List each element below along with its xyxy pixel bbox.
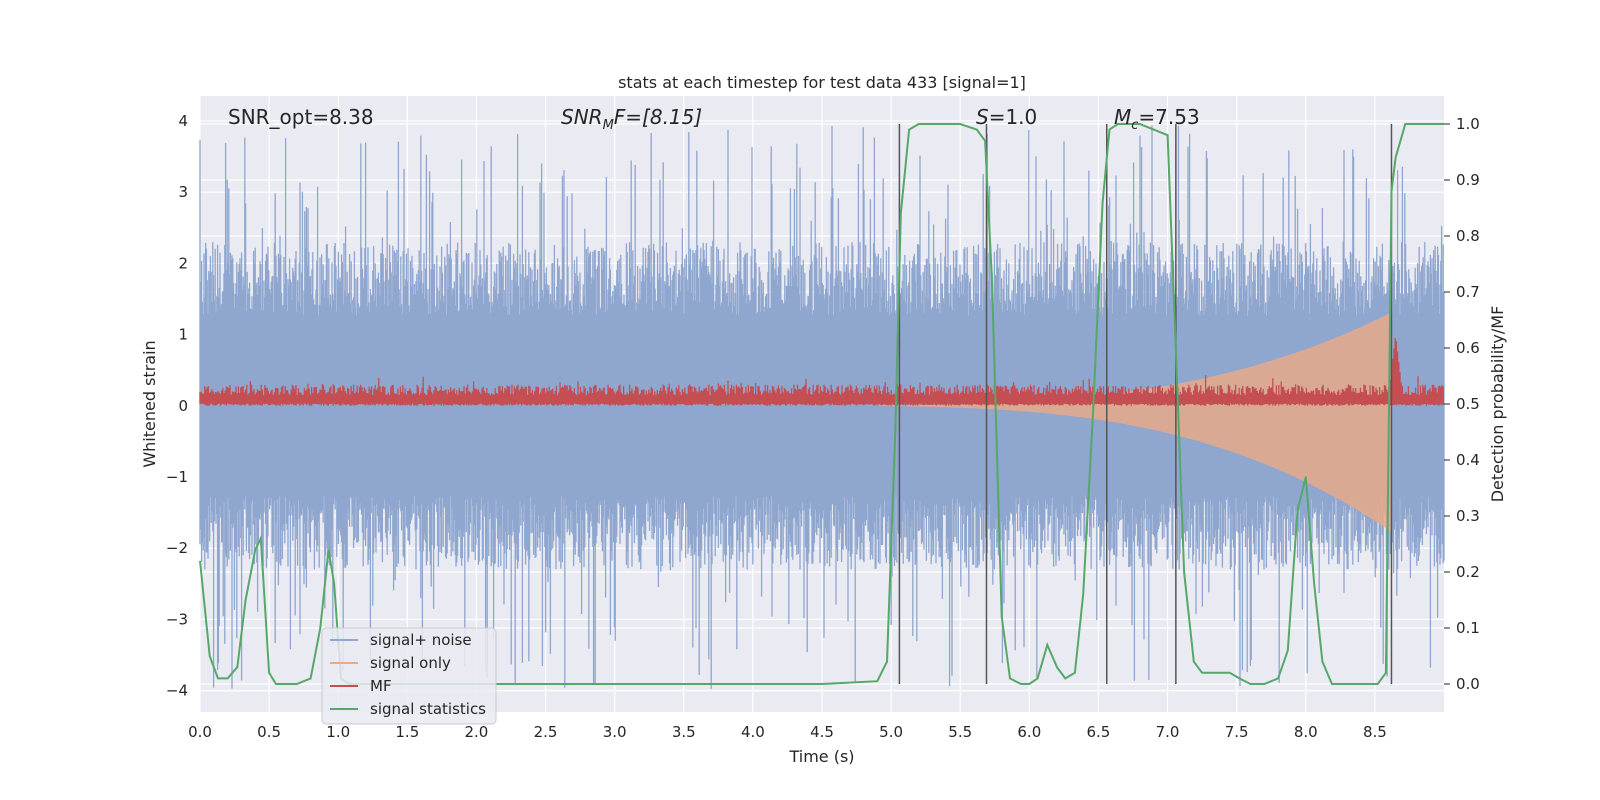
right-tick-label: 0.2 <box>1456 563 1480 581</box>
series-mf <box>199 338 1444 406</box>
right-tick-label: 0.8 <box>1456 227 1480 245</box>
right-tick-label: 0.3 <box>1456 507 1480 525</box>
legend-label-signal-only: signal only <box>370 654 451 672</box>
left-tick-label: −1 <box>166 468 188 486</box>
legend-box <box>321 627 497 725</box>
left-tick-label: 2 <box>178 254 188 272</box>
right-tick-label: 0.4 <box>1456 451 1480 469</box>
x-tick-label: 6.5 <box>1087 723 1111 741</box>
x-tick-label: 3.0 <box>603 723 627 741</box>
snr-opt-annotation: SNR_opt=8.38 <box>228 105 374 129</box>
right-axis-label: Detection probability/MF <box>1488 306 1507 503</box>
right-tick-label: 0.5 <box>1456 395 1480 413</box>
legend-label-signal-noise: signal+ noise <box>370 631 472 649</box>
legend-label-signal-statistics: signal statistics <box>370 700 486 718</box>
series-signal-only <box>854 312 1392 532</box>
x-tick-label: 2.5 <box>534 723 558 741</box>
x-tick-label: 0.5 <box>257 723 281 741</box>
left-tick-label: 1 <box>178 326 188 344</box>
x-tick-label: 4.0 <box>741 723 765 741</box>
left-tick-label: 0 <box>178 397 188 415</box>
series-signal-statistics <box>199 123 1444 685</box>
snr-mf-annotation: SNRMF=[8.15] <box>561 105 702 133</box>
x-tick-label: 5.5 <box>948 723 972 741</box>
left-axis-ticks: 4 3 2 1 0 −1 −2 −3 −4 <box>166 112 188 700</box>
right-tick-label: 1.0 <box>1456 115 1480 133</box>
left-axis-label: Whitened strain <box>140 340 159 467</box>
left-tick-label: 3 <box>178 183 188 201</box>
x-tick-label: 8.5 <box>1363 723 1387 741</box>
x-tick-label: 4.5 <box>810 723 834 741</box>
mc-annotation: Mc=7.53 <box>1114 105 1200 133</box>
x-axis-label: Time (s) <box>788 747 854 766</box>
x-tick-label: 7.0 <box>1156 723 1180 741</box>
x-axis-ticks: 0.0 0.5 1.0 1.5 2.0 2.5 3.0 3.5 4.0 4.5 5.0 5.5 6.0 6… <box>188 723 1387 741</box>
right-tick-label: 0.0 <box>1456 675 1480 693</box>
x-tick-label: 6.0 <box>1017 723 1041 741</box>
plot-area <box>199 123 1445 689</box>
left-tick-label: −3 <box>166 610 188 628</box>
s-annotation: S=1.0 <box>976 105 1037 129</box>
right-tick-label: 0.7 <box>1456 283 1480 301</box>
right-tick-label: 0.9 <box>1456 171 1480 189</box>
left-tick-label: −2 <box>166 539 188 557</box>
x-tick-label: 1.5 <box>395 723 419 741</box>
right-axis-ticks: 1.0 0.9 0.8 0.7 0.6 0.5 0.4 0.3 0.2 0.1 0.0 <box>1444 115 1480 693</box>
x-tick-label: 2.0 <box>465 723 489 741</box>
right-tick-label: 0.1 <box>1456 619 1480 637</box>
left-tick-label: 4 <box>178 112 188 130</box>
x-tick-label: 8.0 <box>1294 723 1318 741</box>
left-tick-label: −4 <box>166 682 188 700</box>
x-tick-label: 7.5 <box>1225 723 1249 741</box>
x-tick-label: 3.5 <box>672 723 696 741</box>
right-tick-label: 0.6 <box>1456 339 1480 357</box>
x-tick-label: 0.0 <box>188 723 212 741</box>
legend-label-mf: MF <box>370 677 392 695</box>
x-tick-label: 1.0 <box>326 723 350 741</box>
legend: signal+ noise signal only MF signal stat… <box>321 627 497 725</box>
x-tick-label: 5.0 <box>879 723 903 741</box>
chart-title: stats at each timestep for test data 433… <box>618 73 1026 92</box>
